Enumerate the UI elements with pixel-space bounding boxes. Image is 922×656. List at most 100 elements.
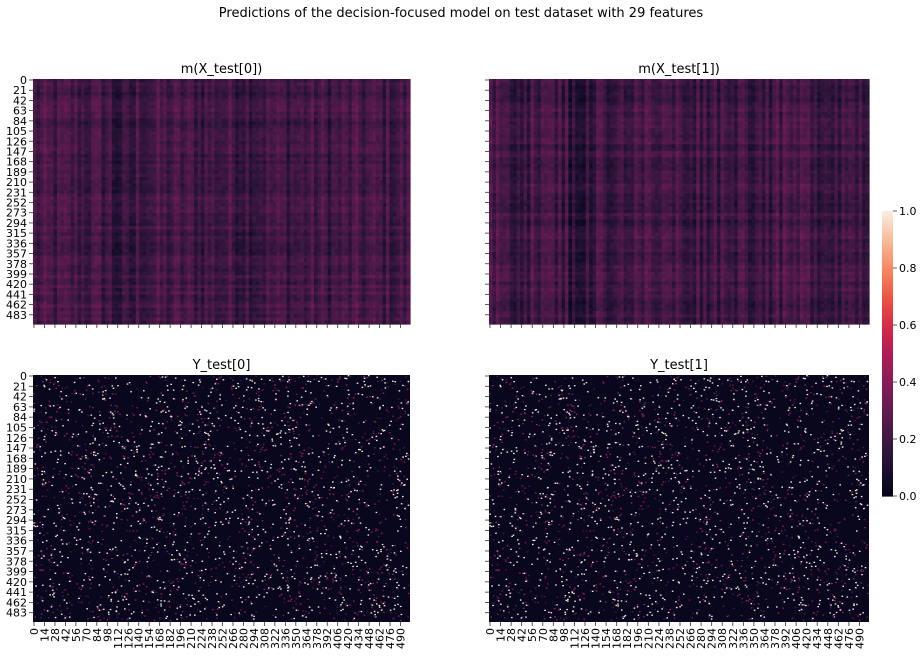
heatmap-cell	[50, 101, 55, 106]
heatmap-cell	[84, 118, 89, 123]
heatmap-cell	[163, 95, 168, 100]
heatmap-cell	[53, 173, 58, 178]
heatmap-cell	[50, 304, 55, 309]
heatmap-cell	[43, 278, 48, 283]
heatmap-cell	[39, 239, 44, 243]
heatmap-cell	[142, 118, 147, 123]
heatmap-cell	[197, 114, 202, 119]
heatmap-cell	[180, 222, 185, 227]
heatmap-column	[180, 79, 185, 325]
heatmap-cell	[132, 170, 137, 175]
heatmap-cell	[50, 239, 55, 243]
heatmap-cell	[87, 301, 92, 305]
heatmap-cell	[163, 310, 168, 315]
heatmap-cell	[101, 248, 106, 253]
heatmap-cell	[163, 108, 168, 113]
heatmap-cell	[142, 232, 147, 237]
heatmap-cell	[115, 252, 120, 256]
heatmap-cell	[91, 271, 96, 276]
heatmap-cell	[67, 95, 72, 100]
heatmap-cell	[43, 105, 48, 109]
heatmap-cell	[53, 226, 58, 230]
heatmap-cell	[139, 255, 144, 260]
heatmap-cell	[149, 307, 154, 312]
heatmap-cell	[152, 154, 157, 158]
heatmap-cell	[139, 261, 144, 266]
heatmap-cell	[39, 79, 44, 83]
heatmap-cell	[190, 144, 195, 149]
heatmap-cell	[33, 278, 38, 283]
heatmap-cell	[80, 177, 86, 181]
heatmap-cell	[132, 275, 137, 279]
heatmap-cell	[149, 173, 154, 178]
heatmap-cell	[139, 144, 144, 149]
heatmap-cell	[135, 98, 140, 103]
heatmap-cell	[183, 307, 188, 312]
heatmap-cell	[87, 222, 92, 227]
heatmap-cell	[77, 141, 82, 145]
heatmap-cell	[36, 173, 41, 178]
heatmap-cell	[74, 235, 79, 240]
heatmap-cell	[176, 252, 181, 256]
heatmap-cell	[156, 167, 161, 172]
heatmap-cell	[166, 160, 171, 165]
heatmap-cell	[91, 248, 96, 253]
heatmap-cell	[146, 291, 151, 296]
heatmap-cell	[67, 144, 72, 149]
heatmap-cell	[50, 88, 55, 93]
heatmap-cell	[187, 265, 192, 270]
heatmap-cell	[94, 108, 99, 113]
heatmap-cell	[53, 108, 58, 113]
heatmap-cell	[139, 121, 144, 126]
heatmap-cell	[122, 137, 127, 142]
heatmap-cell	[152, 121, 157, 126]
heatmap-cell	[50, 232, 55, 237]
heatmap-cell	[56, 193, 62, 198]
heatmap-cell	[190, 252, 195, 256]
heatmap-cell	[87, 114, 92, 119]
heatmap-cell	[152, 114, 157, 119]
heatmap-cell	[159, 173, 164, 178]
heatmap-cell	[46, 245, 51, 250]
heatmap-cell	[173, 157, 178, 162]
heatmap-cell	[33, 284, 38, 289]
heatmap-cell	[122, 235, 127, 240]
heatmap-cell	[159, 255, 164, 260]
heatmap-cell	[63, 281, 68, 286]
heatmap-cell	[98, 88, 103, 93]
heatmap-cell	[91, 167, 96, 172]
heatmap-cell	[77, 177, 82, 181]
heatmap-cell	[152, 199, 157, 204]
heatmap-cell	[115, 196, 120, 201]
heatmap-cell	[122, 320, 127, 325]
heatmap-cell	[50, 108, 55, 113]
heatmap-cell	[98, 288, 103, 292]
heatmap-cell	[194, 167, 199, 172]
heatmap-cell	[163, 85, 168, 90]
heatmap-cell	[39, 114, 44, 119]
heatmap-cell	[190, 307, 195, 312]
heatmap-cell	[50, 118, 55, 123]
heatmap-cell	[43, 111, 48, 116]
heatmap-cell	[132, 150, 137, 155]
heatmap-cell	[108, 320, 113, 325]
heatmap-cell	[80, 284, 86, 289]
heatmap-cell	[173, 258, 178, 263]
heatmap-cell	[91, 134, 96, 139]
heatmap-cell	[139, 258, 144, 263]
heatmap-cell	[33, 229, 38, 234]
heatmap-cell	[67, 124, 72, 129]
heatmap-cell	[36, 281, 41, 286]
heatmap-cell	[80, 252, 86, 256]
heatmap-cell	[190, 147, 195, 152]
heatmap-cell	[146, 216, 151, 221]
heatmap-cell	[125, 281, 130, 286]
heatmap-cell	[176, 291, 181, 296]
heatmap-cell	[111, 232, 116, 237]
heatmap-cell	[108, 284, 113, 289]
heatmap-cell	[187, 239, 192, 243]
heatmap-cell	[56, 301, 62, 305]
heatmap-cell	[74, 141, 79, 145]
heatmap-cell	[170, 252, 175, 256]
heatmap-cell	[190, 278, 195, 283]
